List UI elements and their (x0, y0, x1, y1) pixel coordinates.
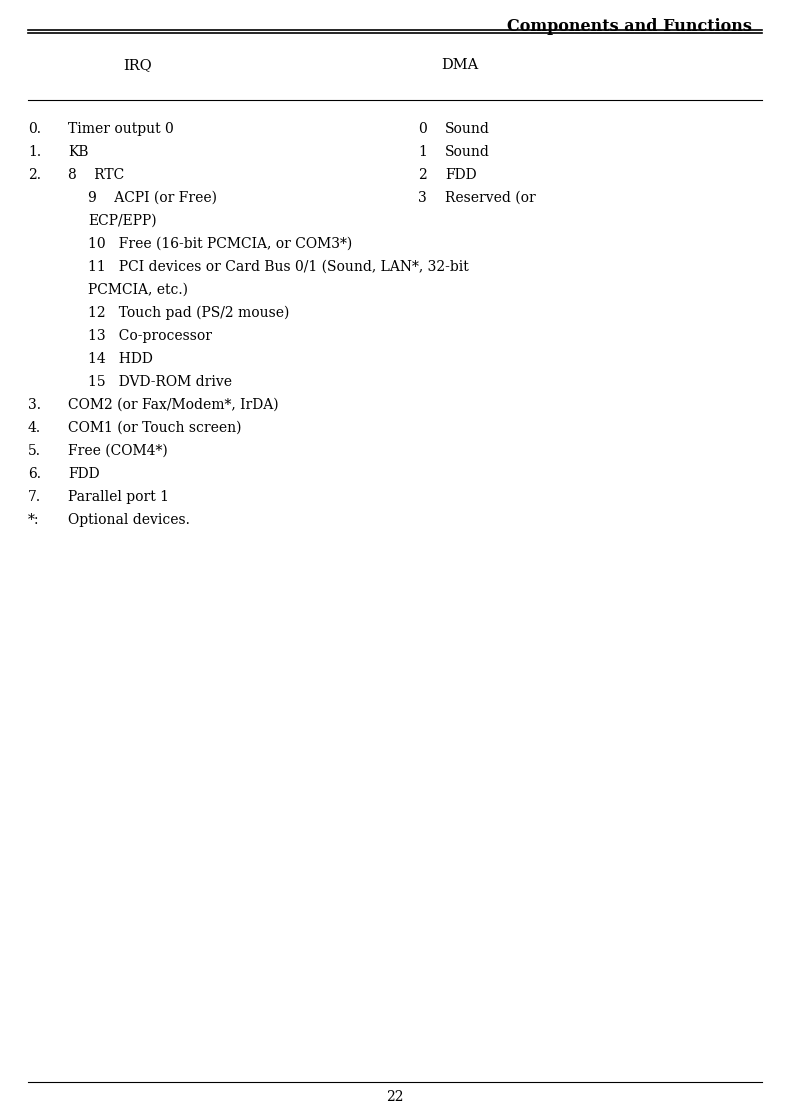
Text: 22: 22 (386, 1090, 403, 1104)
Text: PCMCIA, etc.): PCMCIA, etc.) (88, 283, 188, 297)
Text: 4.: 4. (28, 421, 41, 435)
Text: 0.: 0. (28, 122, 41, 136)
Text: 11   PCI devices or Card Bus 0/1 (Sound, LAN*, 32-bit: 11 PCI devices or Card Bus 0/1 (Sound, L… (88, 260, 469, 274)
Text: KB: KB (68, 145, 88, 160)
Text: Reserved (or: Reserved (or (445, 191, 536, 205)
Text: FDD: FDD (445, 168, 477, 182)
Text: 2.: 2. (28, 168, 41, 182)
Text: 14   HDD: 14 HDD (88, 352, 153, 366)
Text: Sound: Sound (445, 122, 490, 136)
Text: 6.: 6. (28, 466, 41, 481)
Text: 0: 0 (418, 122, 427, 136)
Text: 8    RTC: 8 RTC (68, 168, 124, 182)
Text: 12   Touch pad (PS/2 mouse): 12 Touch pad (PS/2 mouse) (88, 306, 290, 320)
Text: Components and Functions: Components and Functions (507, 18, 752, 35)
Text: Parallel port 1: Parallel port 1 (68, 490, 169, 504)
Text: 3: 3 (418, 191, 427, 205)
Text: Timer output 0: Timer output 0 (68, 122, 174, 136)
Text: Optional devices.: Optional devices. (68, 513, 190, 527)
Text: Free (COM4*): Free (COM4*) (68, 444, 168, 458)
Text: 13   Co-processor: 13 Co-processor (88, 329, 212, 343)
Text: 7.: 7. (28, 490, 41, 504)
Text: DMA: DMA (441, 58, 479, 72)
Text: 10   Free (16-bit PCMCIA, or COM3*): 10 Free (16-bit PCMCIA, or COM3*) (88, 237, 352, 252)
Text: 15   DVD-ROM drive: 15 DVD-ROM drive (88, 375, 232, 389)
Text: IRQ: IRQ (124, 58, 152, 72)
Text: Sound: Sound (445, 145, 490, 160)
Text: 1: 1 (418, 145, 427, 160)
Text: 9    ACPI (or Free): 9 ACPI (or Free) (88, 191, 217, 205)
Text: 1.: 1. (28, 145, 41, 160)
Text: *:: *: (28, 513, 39, 527)
Text: COM1 (or Touch screen): COM1 (or Touch screen) (68, 421, 241, 435)
Text: FDD: FDD (68, 466, 99, 481)
Text: 5.: 5. (28, 444, 41, 458)
Text: 3.: 3. (28, 398, 41, 412)
Text: ECP/EPP): ECP/EPP) (88, 214, 157, 228)
Text: COM2 (or Fax/Modem*, IrDA): COM2 (or Fax/Modem*, IrDA) (68, 398, 279, 412)
Text: 2: 2 (418, 168, 427, 182)
